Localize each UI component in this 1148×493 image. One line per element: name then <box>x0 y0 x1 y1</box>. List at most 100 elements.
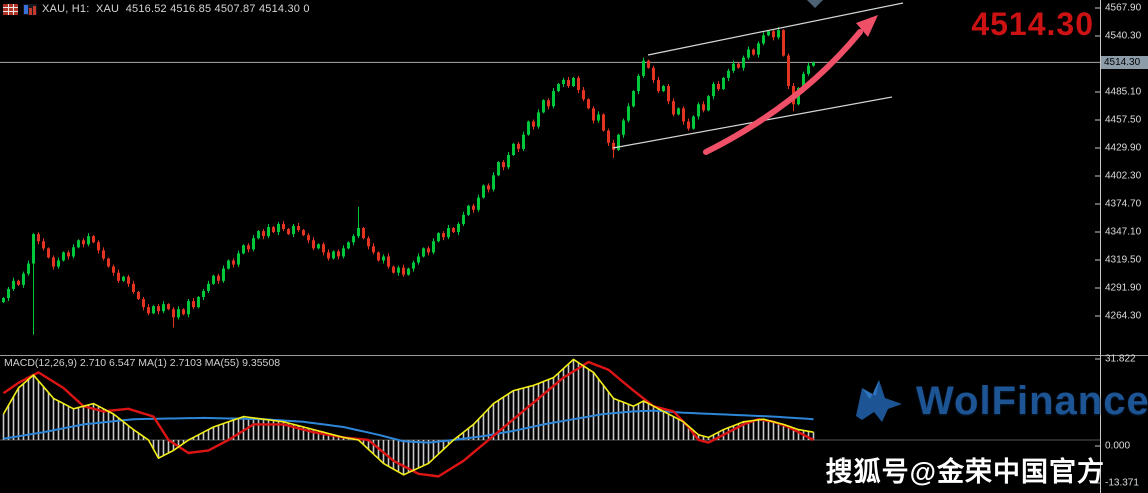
candle-body <box>477 197 480 210</box>
candle-body <box>452 228 455 233</box>
candle-body <box>747 49 750 58</box>
candle-body <box>297 226 300 231</box>
bullish-arrow-head <box>856 15 878 37</box>
candle-body <box>257 231 260 239</box>
candle-body <box>587 99 590 109</box>
macd-axis-label: -13.371 <box>1105 477 1139 489</box>
price-axis-label: 4374.70 <box>1105 198 1142 210</box>
macd-axis-label: 31.822 <box>1105 353 1136 365</box>
candle-body <box>377 252 380 261</box>
candle-body <box>7 288 10 299</box>
candle-body <box>682 108 685 122</box>
candle-body <box>292 226 295 235</box>
candle-body <box>742 57 745 68</box>
candle-body <box>227 260 230 269</box>
current-price-callout: 4514.30 <box>971 6 1094 42</box>
candle-body <box>732 63 735 71</box>
candle-body <box>662 86 665 92</box>
candle-body <box>582 90 585 100</box>
macd-signal-line <box>2 360 815 478</box>
candle-body <box>637 75 640 92</box>
candle-body <box>347 242 350 249</box>
candle-body <box>502 162 505 168</box>
candle-body <box>652 67 655 80</box>
candle-body <box>607 130 610 143</box>
macd-ma55-line <box>3 409 814 444</box>
candle-body <box>527 121 530 135</box>
watermark-brand-text: WolFinance <box>916 378 1148 423</box>
candle-body <box>807 65 810 74</box>
candle-body <box>672 101 675 115</box>
candle-body <box>432 241 435 253</box>
candle-body <box>142 299 145 308</box>
candle-body <box>772 31 775 38</box>
candle-body <box>22 273 25 285</box>
candle-body <box>67 252 70 257</box>
candle-body <box>322 244 325 253</box>
candle-body <box>597 114 600 121</box>
candle-body <box>267 227 270 237</box>
candle-body <box>782 30 785 56</box>
price-axis-label: 4457.50 <box>1105 114 1142 126</box>
candle-body <box>42 241 45 249</box>
candle-body <box>132 283 135 292</box>
candle-body <box>197 297 200 308</box>
candle-body <box>757 43 760 55</box>
candle-body <box>307 235 310 241</box>
candle-body <box>642 60 645 76</box>
candle-body <box>152 306 155 314</box>
candle-body <box>557 83 560 92</box>
macd-indicator-label: MACD(12,26,9) 2.710 6.547 MA(1) 2.7103 M… <box>4 357 281 369</box>
candle-body <box>32 234 35 264</box>
candle-body <box>547 100 550 107</box>
candle-body <box>232 260 235 265</box>
price-axis-label: 4485.10 <box>1105 86 1142 98</box>
price-axis-label: 4264.30 <box>1105 310 1142 322</box>
candle-body <box>427 248 430 253</box>
candle-body <box>497 162 500 176</box>
candle-body <box>272 227 275 233</box>
chart-header: XAU, H1: XAU 4516.52 4516.85 4507.87 451… <box>3 3 310 15</box>
candle-body <box>102 250 105 259</box>
candle-body <box>112 266 115 273</box>
candle-body <box>117 272 120 281</box>
candle-body <box>417 256 420 263</box>
bullish-arrow[interactable] <box>703 29 863 155</box>
candle-body <box>712 83 715 97</box>
candle-body <box>202 290 205 298</box>
candle-body <box>612 142 615 150</box>
candle-body <box>512 143 515 155</box>
candle-body <box>367 238 370 247</box>
candle-body <box>762 35 765 44</box>
candle-body <box>467 205 470 215</box>
candle-body <box>82 240 85 245</box>
candle-body <box>687 121 690 129</box>
candle-body <box>187 301 190 315</box>
candle-body <box>337 251 340 257</box>
candle-body <box>77 240 80 248</box>
candle-body <box>667 86 670 102</box>
candle-body <box>657 79 660 92</box>
candle-body <box>357 228 360 237</box>
candle-body <box>482 185 485 198</box>
candle-body <box>62 252 65 261</box>
trend-channel-upper-line[interactable] <box>647 2 904 56</box>
candle-body <box>542 100 545 113</box>
candle-body <box>567 79 570 87</box>
candle-body <box>412 262 415 269</box>
candle-body <box>457 223 460 233</box>
candle-body <box>552 91 555 107</box>
sohu-account-watermark: 搜狐号@金荣中国官方 <box>825 457 1105 487</box>
candle-body <box>537 112 540 127</box>
candle-body <box>407 268 410 275</box>
candle-body <box>702 104 705 111</box>
candle-body <box>442 233 445 238</box>
candle-body <box>12 280 15 289</box>
candle-body <box>487 185 490 190</box>
chart-shift-marker-icon[interactable] <box>807 0 823 8</box>
candle-body <box>157 306 160 312</box>
mini-chart-icon <box>23 3 37 15</box>
candle-body <box>362 228 365 239</box>
